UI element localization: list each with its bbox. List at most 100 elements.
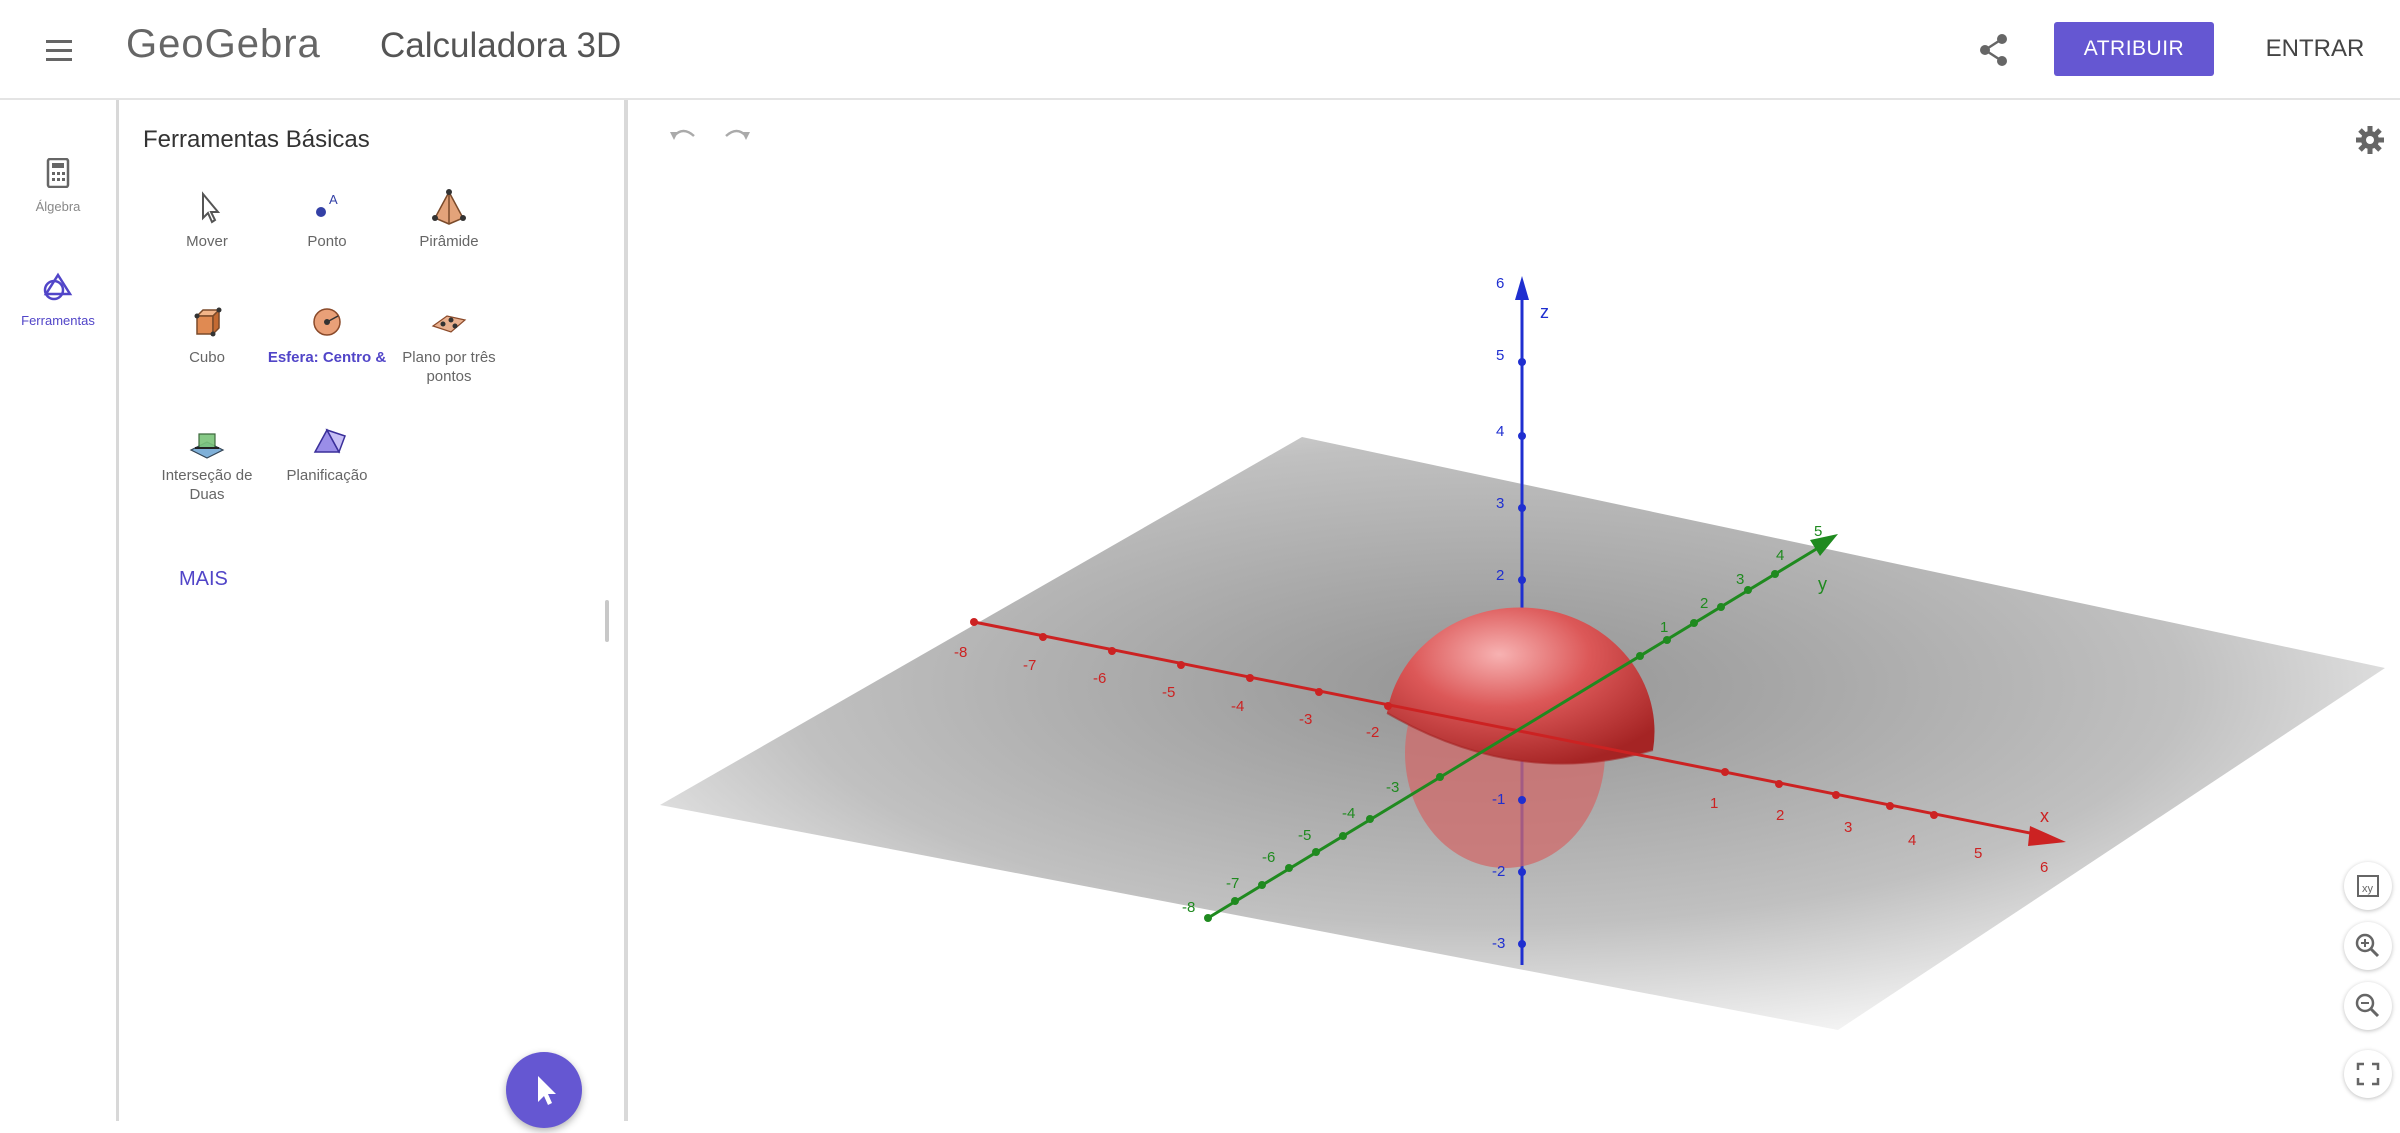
tool-label: Plano por três pontos — [402, 349, 496, 385]
menu-icon[interactable] — [38, 30, 78, 70]
sphere — [1387, 607, 1655, 764]
x-tick-label: 6 — [2040, 859, 2048, 876]
tool-point[interactable]: A Ponto — [264, 188, 390, 251]
x-axis-label: x — [2040, 806, 2049, 826]
x-tick-label: -3 — [1299, 711, 1312, 728]
x-tick-label: -2 — [1366, 724, 1379, 741]
tool-plane-three-points[interactable]: Plano por três pontos — [386, 304, 512, 386]
tool-move[interactable]: Mover — [144, 188, 270, 251]
x-tick-label: -4 — [1231, 698, 1244, 715]
y-tick-label: -8 — [1182, 899, 1195, 916]
rail-item-algebra[interactable]: Álgebra — [0, 157, 116, 214]
x-tick-label: 3 — [1844, 819, 1852, 836]
move-arrow-icon — [202, 191, 221, 224]
side-rail: Álgebra Ferramentas — [0, 100, 119, 1121]
y-tick-label: 3 — [1736, 571, 1744, 588]
y-tick-label: 4 — [1776, 547, 1784, 564]
zoom-in-icon — [2355, 933, 2380, 958]
zoom-in-button[interactable] — [2344, 922, 2392, 970]
y-tick-label: -4 — [1342, 805, 1355, 822]
y-axis-label: y — [1818, 574, 1827, 594]
settings-gear-icon[interactable] — [2352, 122, 2388, 158]
point-icon: A — [316, 192, 338, 217]
svg-text:A: A — [329, 192, 338, 207]
tool-label: Planificação — [286, 467, 368, 484]
tool-pyramid[interactable]: Pirâmide — [386, 188, 512, 251]
z-tick-label: 3 — [1496, 495, 1504, 512]
z-tick-label: -1 — [1492, 791, 1505, 808]
tool-toggle-fab[interactable] — [506, 1052, 582, 1128]
z-tick-label: 2 — [1496, 567, 1504, 584]
share-icon[interactable] — [1972, 28, 2016, 72]
y-tick-label: -5 — [1298, 827, 1311, 844]
tool-label: Esfera: Centro & — [267, 349, 387, 366]
tool-label: Mover — [186, 233, 228, 250]
tools-panel: Ferramentas Básicas Mover A Ponto Pirâmi… — [119, 100, 624, 1128]
z-axis-label: z — [1540, 302, 1549, 322]
plane-three-points-icon — [431, 315, 467, 333]
svg-text:xy: xy — [2362, 883, 2374, 895]
rail-item-tools[interactable]: Ferramentas — [0, 272, 116, 328]
geogebra-logo: GeoGebra — [126, 22, 321, 66]
y-tick-label: -6 — [1262, 849, 1275, 866]
tools-icon — [43, 272, 73, 301]
tool-label: Pirâmide — [419, 233, 479, 250]
view-reset-icon: xy — [2357, 875, 2379, 897]
cursor-arrow-icon — [538, 1076, 556, 1105]
sphere-equator — [1386, 712, 1654, 765]
z-axis-arrow — [1515, 276, 1529, 300]
y-tick-label: 2 — [1700, 595, 1708, 612]
tool-intersect-surfaces[interactable]: Interseção de Duas — [144, 422, 270, 504]
x-tick-label: 4 — [1908, 832, 1916, 849]
x-tick-label: -7 — [1023, 657, 1036, 674]
rail-label-tools: Ferramentas — [21, 313, 95, 328]
tool-label: Interseção de Duas — [161, 467, 253, 503]
scene-3d: -8 -7 -6 -5 -4 -3 -2 1 2 3 4 5 6 x -8 -7… — [660, 275, 2385, 1030]
undo-icon[interactable] — [664, 118, 702, 156]
net-icon — [313, 428, 346, 454]
cube-icon — [194, 307, 222, 337]
z-tick-label: 6 — [1496, 275, 1504, 292]
intersect-surfaces-icon — [189, 433, 225, 459]
assign-button[interactable]: ATRIBUIR — [2054, 22, 2214, 76]
sphere-icon — [313, 308, 341, 336]
y-tick-label: -3 — [1386, 779, 1399, 796]
y-tick-label: 1 — [1660, 619, 1668, 636]
app-title: Calculadora 3D — [380, 26, 622, 65]
x-tick-label: 1 — [1710, 795, 1718, 812]
zoom-out-button[interactable] — [2344, 982, 2392, 1030]
tools-panel-title: Ferramentas Básicas — [143, 126, 370, 153]
x-tick-label: -8 — [954, 644, 967, 661]
fullscreen-button[interactable] — [2344, 1050, 2392, 1098]
zoom-out-icon — [2355, 993, 2380, 1018]
x-tick-label: -5 — [1162, 684, 1175, 701]
z-tick-label: 5 — [1496, 347, 1504, 364]
app-header: GeoGebra Calculadora 3D ATRIBUIR ENTRAR — [0, 0, 2400, 100]
tool-sphere-center-point[interactable]: Esfera: Centro & — [264, 304, 390, 367]
x-axis-arrow — [2028, 826, 2066, 846]
standard-view-button[interactable]: xy — [2344, 862, 2392, 910]
panel-divider — [624, 100, 628, 1121]
z-tick-label: -2 — [1492, 863, 1505, 880]
y-axis — [1207, 546, 1819, 920]
z-tick-label: -3 — [1492, 935, 1505, 952]
tool-cube[interactable]: Cubo — [144, 304, 270, 367]
tool-label: Cubo — [189, 349, 225, 366]
y-tick-label: 5 — [1814, 523, 1822, 540]
panel-resize-handle[interactable] — [605, 600, 609, 642]
x-axis — [973, 620, 2041, 837]
more-tools-button[interactable]: MAIS — [179, 568, 228, 590]
x-tick-label: 5 — [1974, 845, 1982, 862]
tool-label: Ponto — [307, 233, 347, 250]
calculator-icon — [46, 157, 70, 189]
tool-net[interactable]: Planificação — [264, 422, 390, 485]
redo-icon[interactable] — [718, 118, 756, 156]
login-button[interactable]: ENTRAR — [2265, 35, 2365, 62]
z-tick-label: 4 — [1496, 423, 1504, 440]
x-tick-label: -6 — [1093, 670, 1106, 687]
y-tick-label: -7 — [1226, 875, 1239, 892]
x-tick-label: 2 — [1776, 807, 1784, 824]
graphics-3d-view[interactable]: -8 -7 -6 -5 -4 -3 -2 1 2 3 4 5 6 x -8 -7… — [628, 100, 2400, 1121]
fullscreen-icon — [2356, 1062, 2380, 1086]
pyramid-icon — [432, 189, 466, 225]
